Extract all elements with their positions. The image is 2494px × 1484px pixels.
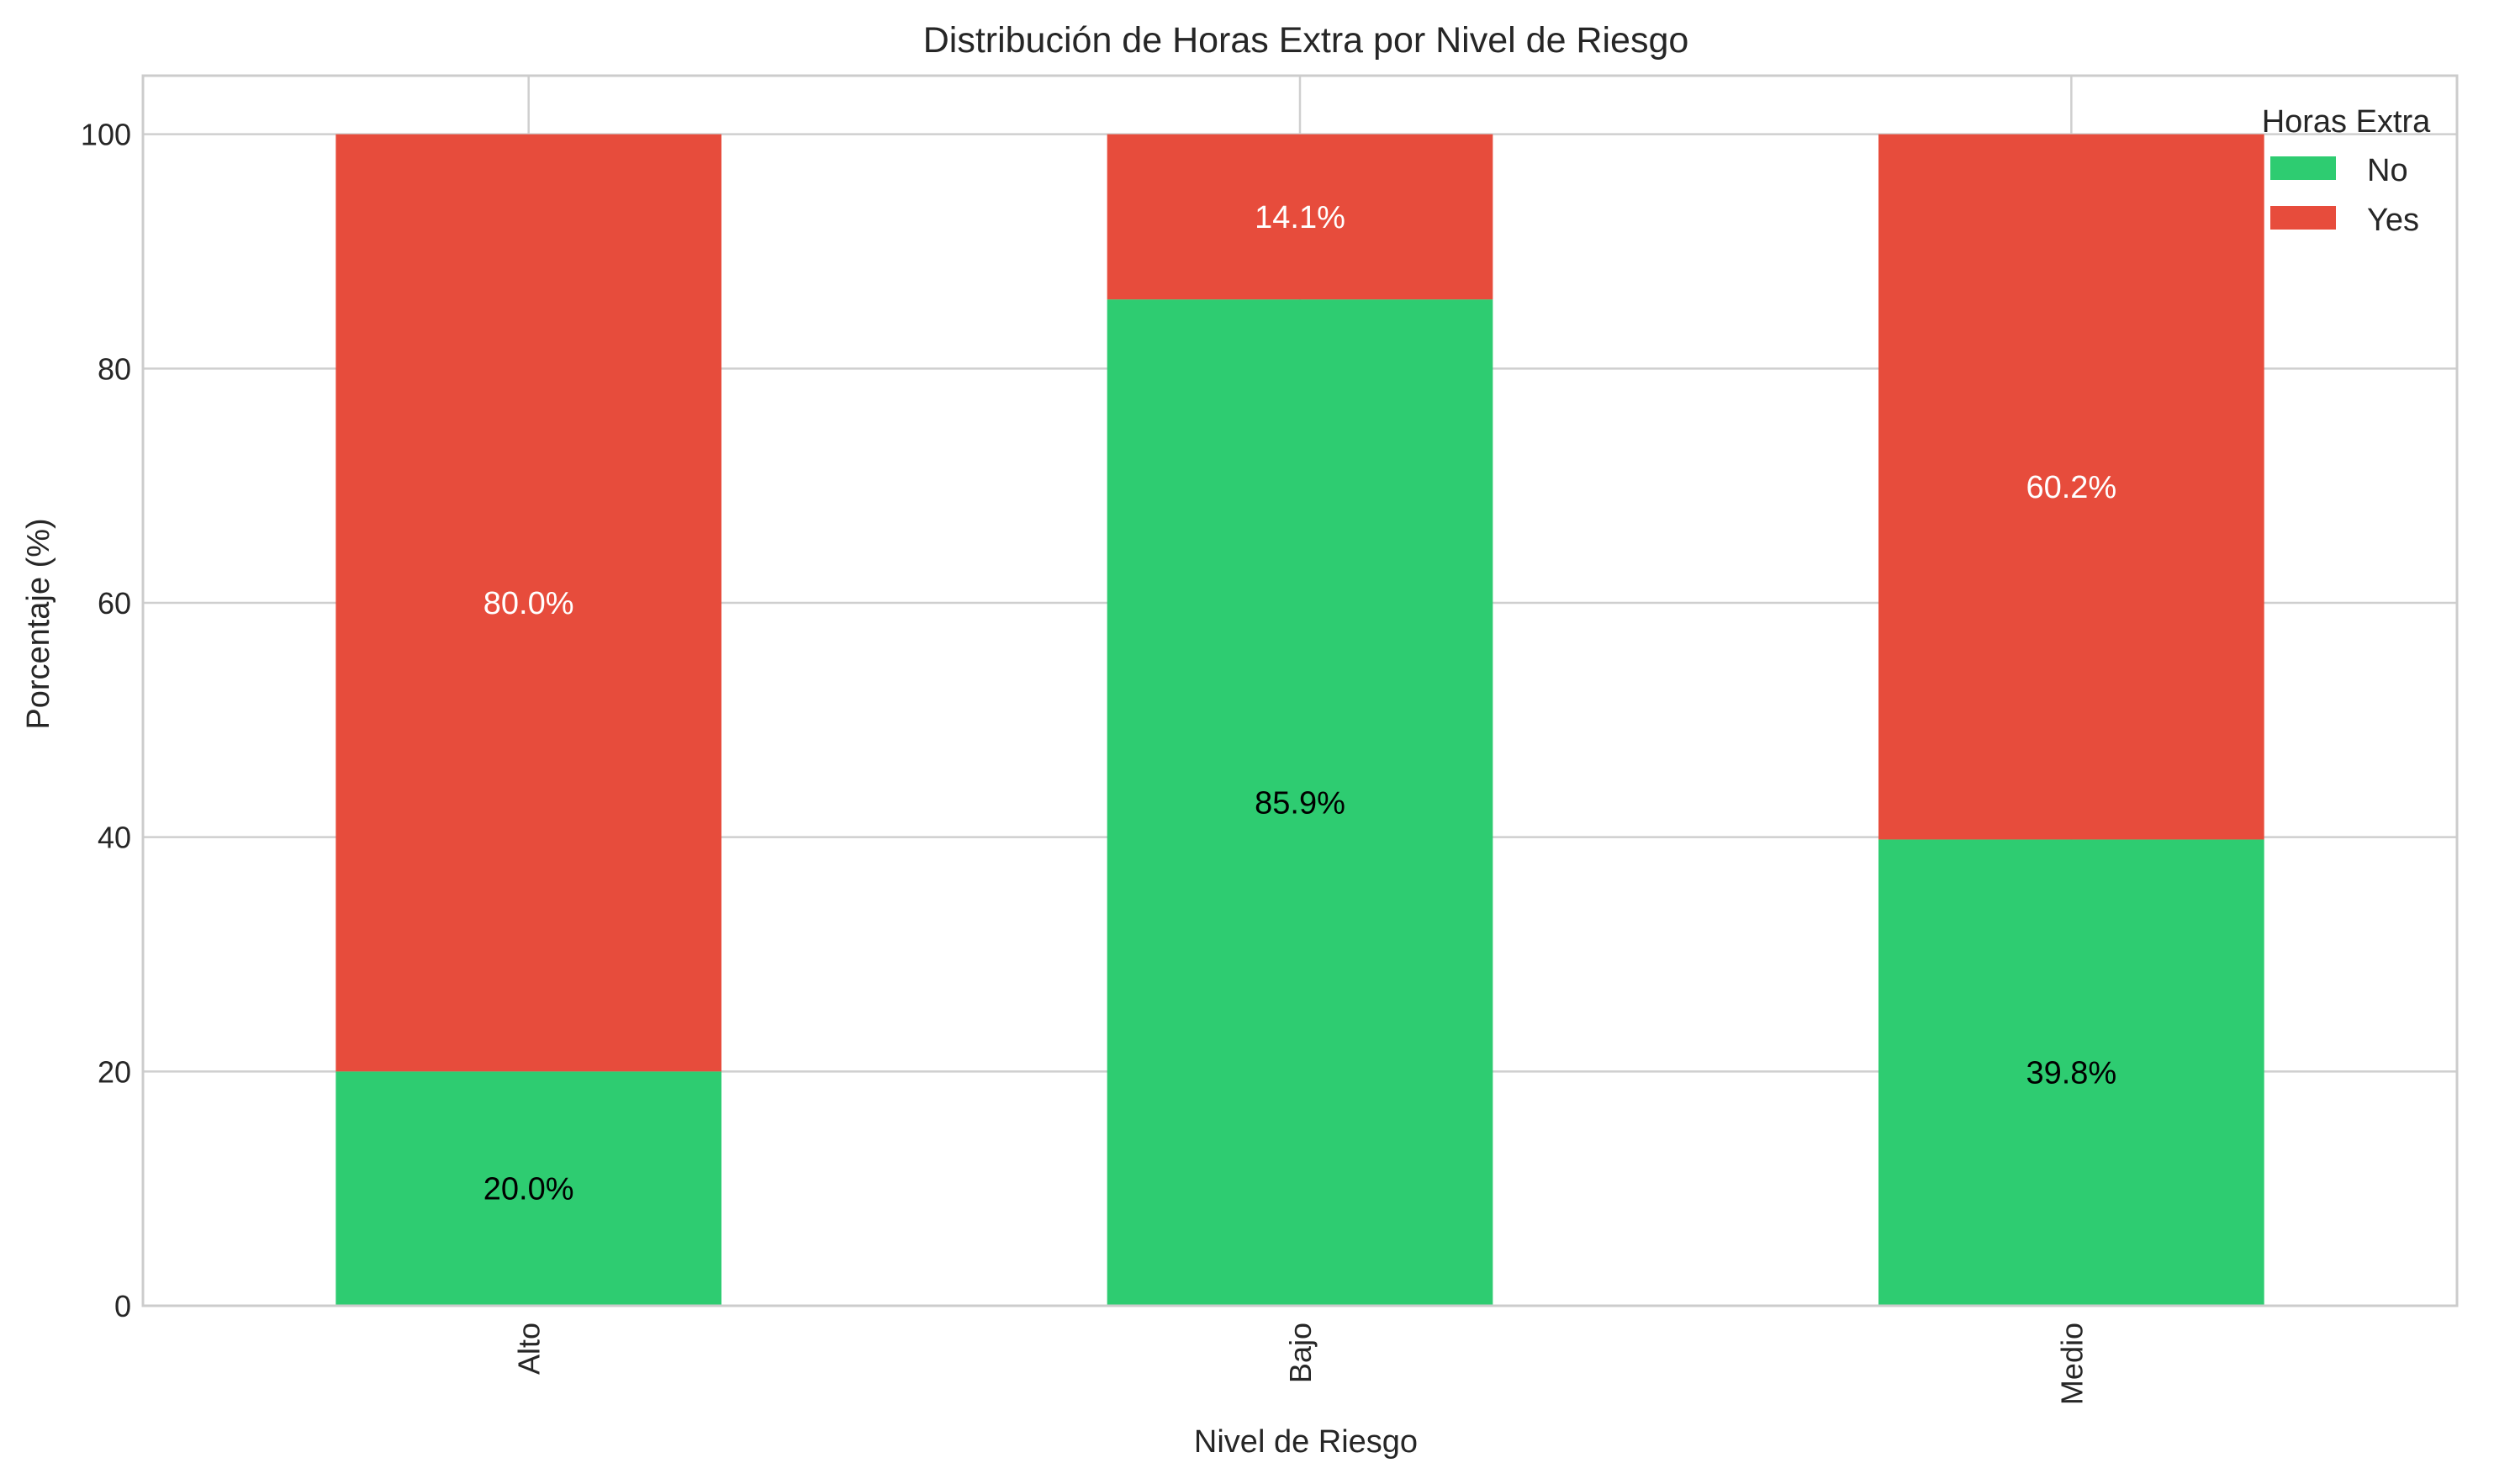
bar-segment-no [336,1071,721,1306]
y-axis-label: Porcentaje (%) [21,518,56,729]
bar-segment-yes [1107,134,1493,300]
bar-value-label: 80.0% [483,586,574,621]
x-tick-label: Alto [512,1323,547,1375]
bar-value-label: 60.2% [2026,470,2116,505]
bar-segment-no [1878,839,2264,1306]
bar-segment-yes [336,134,721,1072]
y-tick-label: 100 [81,118,131,152]
legend-label: Yes [2367,203,2419,238]
bar-value-label: 85.9% [1255,786,1345,821]
ticks: 0 20 40 60 80 100 Alto Bajo Medio [81,118,2089,1405]
legend: Horas Extra No Yes [2262,104,2431,238]
x-tick-label: Medio [2054,1323,2089,1405]
y-tick-label: 20 [98,1054,131,1089]
x-tick-label: Bajo [1283,1323,1318,1383]
legend-title: Horas Extra [2262,104,2431,140]
bar-value-label: 39.8% [2026,1056,2116,1091]
y-tick-label: 60 [98,586,131,621]
bar-segment-no [1107,299,1493,1306]
y-tick-label: 80 [98,351,131,386]
bar-value-label: 20.0% [483,1172,574,1207]
legend-label: No [2367,153,2408,188]
legend-swatch-yes [2270,206,2336,230]
plot-frame [141,74,2459,1307]
legend-swatch-no [2270,156,2336,180]
bar-labels: 20.0% 80.0% 85.9% 39.8% 60.2% 14.1% [483,200,2116,1207]
bar-value-label: 14.1% [1255,200,1345,235]
bar-segment-yes [1878,134,2264,840]
y-tick-label: 40 [98,821,131,855]
x-axis-label: Nivel de Riesgo [1194,1424,1418,1460]
bars [336,134,2264,1306]
y-tick-label: 0 [114,1289,131,1323]
chart-title: Distribución de Horas Extra por Nivel de… [923,20,1689,61]
